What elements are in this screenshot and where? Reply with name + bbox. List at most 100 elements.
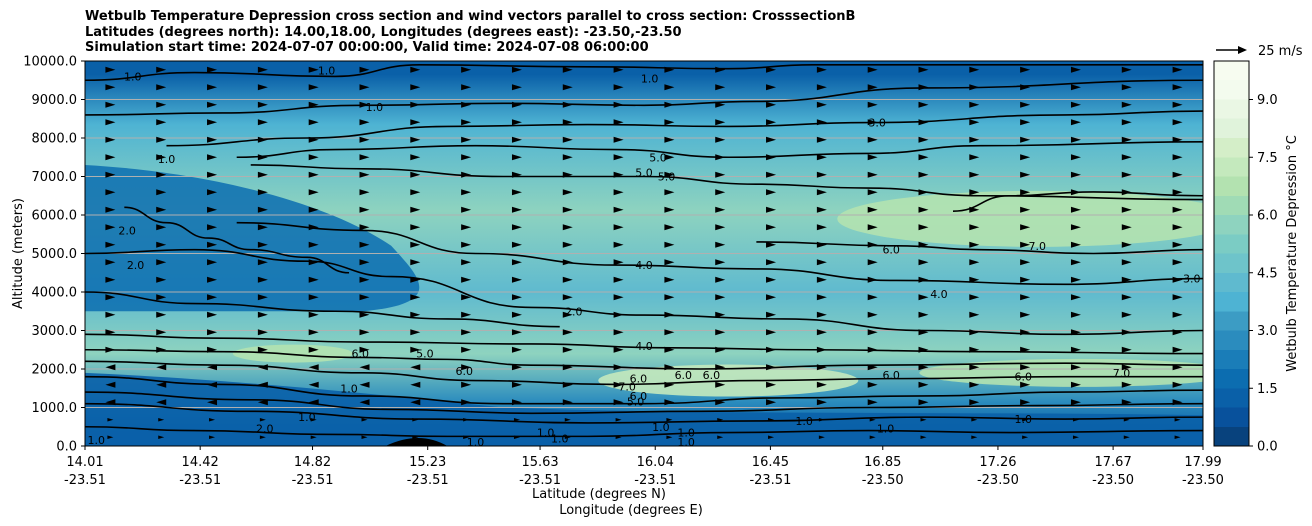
- wind-vector: [562, 84, 573, 91]
- wind-vector: [1172, 329, 1183, 336]
- wind-vector: [461, 189, 472, 196]
- wind-vector: [207, 101, 218, 108]
- contour-label: 2.0: [256, 423, 274, 436]
- wind-vector: [359, 136, 370, 143]
- wind-vector: [613, 346, 624, 353]
- contour-1-surface: [85, 425, 1203, 438]
- wind-vector: [816, 399, 827, 406]
- wind-vector: [1070, 276, 1081, 283]
- wind-vector: [359, 84, 370, 91]
- wind-vector: [156, 66, 167, 73]
- wind-vector: [664, 206, 675, 213]
- wind-vector: [867, 206, 878, 213]
- wind-vector: [359, 381, 370, 388]
- y-axis-title: Altitude (meters): [11, 198, 26, 309]
- wind-vector: [969, 119, 980, 126]
- wind-vector: [105, 399, 116, 406]
- wind-vector: [511, 84, 522, 91]
- wind-vector: [664, 399, 675, 406]
- x-tick-label-lon: -23.51: [519, 473, 561, 488]
- wind-vector: [156, 364, 167, 371]
- terrain: [385, 438, 448, 446]
- wind-vector: [359, 154, 370, 161]
- wind-vector: [156, 136, 167, 143]
- wind-vector: [867, 364, 878, 371]
- wind-vector: [308, 399, 319, 406]
- wind-vector: [207, 171, 218, 178]
- y-tick-label: 3000.0: [32, 324, 78, 339]
- wind-vector: [766, 224, 777, 231]
- wind-vector: [715, 381, 726, 388]
- contour-label: 1.0: [537, 427, 555, 440]
- wind-vector: [257, 84, 268, 91]
- dry-core-upper: [837, 190, 1203, 247]
- wind-vector: [207, 189, 218, 196]
- wind-vector: [766, 119, 777, 126]
- wind-vector: [410, 224, 421, 231]
- wind-vector: [156, 84, 167, 91]
- y-tick-label: 1000.0: [32, 401, 78, 416]
- wind-vector: [207, 206, 218, 213]
- contour-label: 1.0: [641, 72, 659, 85]
- colorbar-tick-label: 1.5: [1257, 382, 1278, 397]
- wind-vector: [715, 189, 726, 196]
- wind-vector: [359, 66, 370, 73]
- wind-vector: [766, 101, 777, 108]
- colorbar-tick-label: 7.5: [1257, 151, 1278, 166]
- wind-vector: [564, 435, 571, 440]
- wind-vector: [461, 136, 472, 143]
- x-tick-label-lon: -23.51: [179, 473, 221, 488]
- wind-vector: [1121, 189, 1132, 196]
- wind-vector: [867, 119, 878, 126]
- wind-vector: [1121, 119, 1132, 126]
- contour-label: 1.0: [340, 382, 358, 395]
- wind-vector: [410, 399, 421, 406]
- wind-vector: [105, 329, 116, 336]
- wind-vector: [766, 294, 777, 301]
- x-tick-label-lon: -23.51: [749, 473, 791, 488]
- wind-vector: [461, 381, 472, 388]
- wind-vector: [1172, 66, 1183, 73]
- wind-vector: [308, 276, 319, 283]
- wind-vector: [867, 311, 878, 318]
- wind-vector: [158, 435, 165, 440]
- wind-vector: [1121, 364, 1132, 371]
- wind-vector: [257, 311, 268, 318]
- wind-vector: [410, 294, 421, 301]
- wind-vector: [920, 417, 927, 422]
- wind-vector: [1172, 189, 1183, 196]
- wind-vector: [867, 171, 878, 178]
- wind-vector: [664, 101, 675, 108]
- wind-vector: [613, 381, 624, 388]
- wind-vector: [105, 241, 116, 248]
- wind-vector: [207, 154, 218, 161]
- wind-vector: [562, 206, 573, 213]
- wind-vector: [207, 399, 218, 406]
- wind-vector: [156, 119, 167, 126]
- contour-label: 1.0: [366, 101, 384, 114]
- wind-vector: [1172, 346, 1183, 353]
- wind-vector: [410, 346, 421, 353]
- wind-vector: [613, 329, 624, 336]
- wind-vector: [918, 206, 929, 213]
- contour-3-upper: [85, 79, 1203, 116]
- wind-vector: [1070, 399, 1081, 406]
- contour-label: 7.0: [618, 380, 636, 393]
- wind-vector: [867, 101, 878, 108]
- wind-vector: [107, 435, 114, 440]
- wind-vector: [1070, 154, 1081, 161]
- wind-vector: [207, 381, 218, 388]
- wind-vector: [918, 136, 929, 143]
- wind-vector: [918, 224, 929, 231]
- wind-vector: [766, 346, 777, 353]
- wind-vector: [867, 154, 878, 161]
- wind-vector: [259, 417, 266, 422]
- wind-vector: [359, 346, 370, 353]
- wind-vector: [918, 84, 929, 91]
- wind-vector: [1121, 84, 1132, 91]
- wind-vector: [105, 66, 116, 73]
- wind-vector: [562, 311, 573, 318]
- wind-vector: [715, 364, 726, 371]
- contour-label: 2.0: [118, 224, 136, 237]
- wind-vector: [816, 329, 827, 336]
